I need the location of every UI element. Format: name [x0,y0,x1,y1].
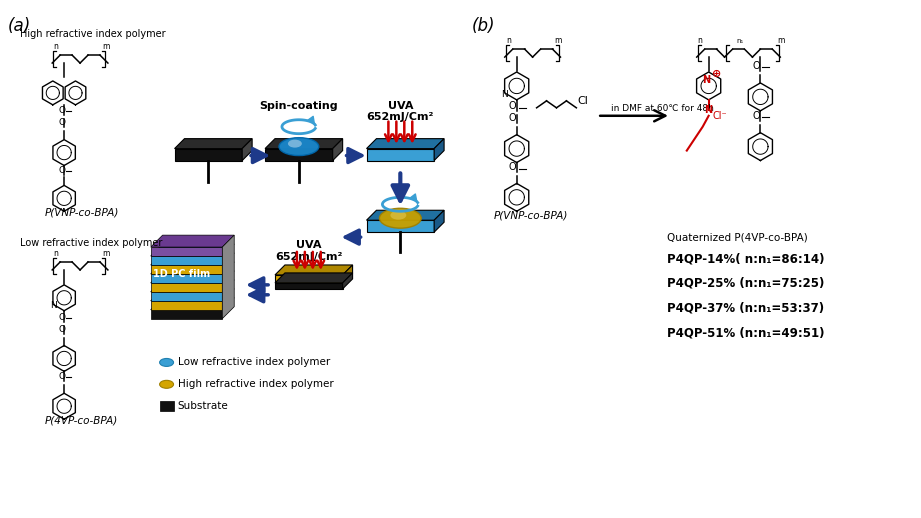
Text: P(VNP-co-BPA): P(VNP-co-BPA) [494,210,568,220]
Text: O: O [508,113,517,123]
Bar [159,401,173,411]
Text: in DMF at 60℃ for 48h: in DMF at 60℃ for 48h [612,104,714,113]
Polygon shape [151,247,222,256]
Polygon shape [151,262,234,274]
Polygon shape [151,271,234,283]
Text: N: N [702,75,710,85]
Text: O: O [58,118,65,127]
Text: High refractive index polymer: High refractive index polymer [178,379,333,390]
Ellipse shape [159,380,173,388]
Text: Substrate: Substrate [178,401,228,411]
Polygon shape [151,235,234,247]
Text: n: n [506,36,510,45]
Text: P(4VP-co-BPA): P(4VP-co-BPA) [44,415,118,425]
Text: (b): (b) [472,17,495,35]
Polygon shape [265,149,332,161]
Polygon shape [367,210,444,220]
Text: O: O [508,101,517,111]
Text: m: m [554,36,562,45]
Polygon shape [242,139,252,161]
Ellipse shape [391,211,406,220]
Text: P4QP-37% (n:n₁=53:37): P4QP-37% (n:n₁=53:37) [667,302,824,315]
Text: N: N [704,105,712,115]
Text: Cl: Cl [577,96,589,106]
Text: P4QP-51% (n:n₁=49:51): P4QP-51% (n:n₁=49:51) [667,327,824,340]
Text: m: m [102,249,110,258]
Text: n₁: n₁ [737,38,744,44]
Polygon shape [151,265,222,274]
Polygon shape [275,275,343,283]
Polygon shape [343,273,353,289]
Polygon shape [175,149,242,161]
Text: Low refractive index polymer: Low refractive index polymer [178,357,330,367]
Polygon shape [151,283,222,292]
Text: O: O [752,61,760,71]
Polygon shape [275,273,353,283]
Text: O: O [752,111,760,121]
Polygon shape [175,139,252,149]
Polygon shape [151,280,234,292]
Polygon shape [151,256,222,265]
Polygon shape [275,265,353,275]
Text: O: O [58,166,65,176]
Polygon shape [151,310,222,319]
Text: N: N [502,90,508,99]
Text: O: O [58,372,65,381]
Text: n: n [698,36,703,45]
Text: (a): (a) [7,17,30,35]
Ellipse shape [279,138,319,155]
Text: Cl⁻: Cl⁻ [713,111,728,121]
Text: P4QP-25% (n:n₁=75:25): P4QP-25% (n:n₁=75:25) [667,277,824,290]
Polygon shape [222,235,234,319]
Text: Spin-coating: Spin-coating [260,101,338,111]
Text: P4QP-14%( n:n₁=86:14): P4QP-14%( n:n₁=86:14) [667,252,824,265]
Polygon shape [151,253,234,265]
Polygon shape [275,283,343,289]
Text: m: m [102,42,110,51]
Polygon shape [265,139,343,149]
Ellipse shape [379,208,421,228]
Text: Low refractive index polymer: Low refractive index polymer [20,238,163,248]
Text: O: O [58,106,65,115]
Text: n: n [53,42,58,51]
Polygon shape [151,298,234,310]
Text: O: O [508,163,517,172]
Polygon shape [151,301,222,310]
Polygon shape [151,289,234,301]
Text: High refractive index polymer: High refractive index polymer [20,29,166,39]
Ellipse shape [288,140,302,148]
Ellipse shape [159,358,173,366]
Polygon shape [151,274,222,283]
Polygon shape [343,265,353,283]
Text: UVA
652mJ/Cm²: UVA 652mJ/Cm² [367,101,434,122]
Text: m: m [777,36,785,45]
Polygon shape [332,139,343,161]
Polygon shape [151,292,222,301]
Text: P(VNP-co-BPA): P(VNP-co-BPA) [44,207,119,217]
Text: 1D PC film: 1D PC film [153,269,210,279]
Text: O: O [58,313,65,322]
Text: N: N [50,301,56,310]
Text: UVA
652mJ/Cm²: UVA 652mJ/Cm² [275,240,343,262]
Polygon shape [434,139,444,161]
Text: O: O [58,325,65,334]
Polygon shape [151,244,234,256]
Polygon shape [367,149,434,161]
Polygon shape [367,220,434,232]
Text: ⊕: ⊕ [712,69,721,79]
Text: n: n [53,249,58,258]
Polygon shape [367,139,444,149]
Text: Quaternized P(4VP-co-BPA): Quaternized P(4VP-co-BPA) [667,232,808,242]
Polygon shape [434,210,444,232]
